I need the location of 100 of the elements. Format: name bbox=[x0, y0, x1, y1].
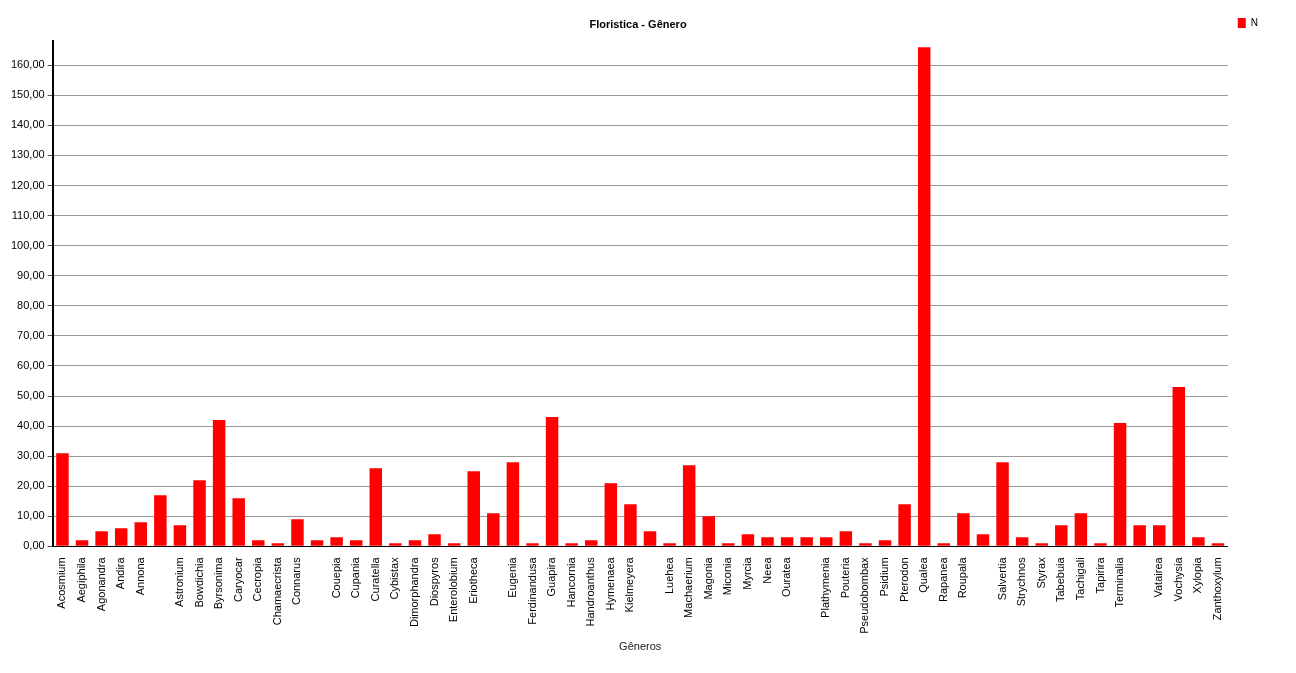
x-tick-label: Tapirira bbox=[1093, 556, 1106, 594]
x-tick-label: Tachigali bbox=[1073, 557, 1086, 601]
bar bbox=[212, 420, 226, 546]
y-tick-label: 0,00 bbox=[23, 539, 45, 552]
bar bbox=[252, 540, 265, 546]
x-tick-label: Guapira bbox=[545, 556, 558, 597]
bar bbox=[917, 47, 931, 546]
x-tick-label: Pseudobombax bbox=[858, 556, 871, 634]
bar bbox=[702, 516, 715, 546]
x-tick-label: Cybistax bbox=[388, 556, 401, 600]
x-tick-label: Dimorphandra bbox=[408, 556, 421, 628]
bar bbox=[134, 522, 148, 546]
bar bbox=[173, 525, 187, 546]
bar bbox=[976, 534, 990, 546]
bar bbox=[1074, 513, 1088, 546]
x-tick-label: Xylopia bbox=[1191, 556, 1204, 594]
bar bbox=[271, 543, 285, 546]
bar bbox=[937, 543, 951, 546]
x-tick-label: Tabebuia bbox=[1054, 556, 1067, 603]
x-tick-label: Cupania bbox=[349, 556, 362, 599]
chart-title: Floristica - Gênero bbox=[589, 17, 687, 30]
y-tick-label: 30,00 bbox=[17, 449, 45, 462]
bar bbox=[761, 537, 774, 546]
x-tick-label: Aegiphila bbox=[75, 556, 88, 603]
x-tick-label: Hancornia bbox=[564, 556, 577, 608]
y-tick-label: 120,00 bbox=[10, 178, 45, 191]
y-tick-label: 140,00 bbox=[10, 118, 45, 131]
y-tick-label: 90,00 bbox=[17, 268, 45, 281]
x-tick-label: Handroanthus bbox=[584, 556, 597, 627]
legend-label: N bbox=[1250, 16, 1259, 28]
x-tick-label: Eugenia bbox=[505, 556, 518, 598]
x-tick-label: Neea bbox=[760, 556, 773, 584]
y-tick-label: 60,00 bbox=[17, 358, 45, 371]
bar bbox=[859, 543, 872, 546]
y-tick-label: 40,00 bbox=[17, 419, 45, 432]
bar bbox=[780, 537, 794, 546]
bar bbox=[1035, 543, 1048, 546]
y-tick-label: 110,00 bbox=[11, 208, 45, 221]
x-tick-label: Rapanea bbox=[936, 556, 949, 603]
bar bbox=[663, 543, 676, 546]
bar bbox=[643, 531, 657, 546]
bar bbox=[428, 534, 441, 546]
x-tick-label: Styrax bbox=[1034, 556, 1047, 589]
x-tick-label: Ferdinandusa bbox=[525, 556, 538, 625]
x-tick-label: Hymenaea bbox=[603, 556, 616, 611]
x-tick-label: Eriotheca bbox=[466, 556, 479, 604]
x-tick-label: Luehea bbox=[662, 556, 675, 595]
bar bbox=[232, 498, 245, 546]
x-tick-label: Roupala bbox=[956, 556, 969, 599]
x-tick-label: Astronium bbox=[172, 557, 185, 607]
x-tick-label: Bowdichia bbox=[192, 556, 205, 608]
x-tick-label: Byrsonima bbox=[212, 556, 225, 610]
bar bbox=[1094, 543, 1107, 546]
bar bbox=[349, 540, 363, 546]
bar bbox=[898, 504, 911, 546]
bar bbox=[1211, 543, 1225, 546]
bar bbox=[369, 468, 383, 546]
x-tick-label: Annona bbox=[133, 556, 146, 596]
bar bbox=[1172, 386, 1186, 546]
bar bbox=[624, 504, 637, 546]
x-tick-label: Kielmeyera bbox=[623, 556, 636, 613]
x-tick-label: Connarus bbox=[290, 556, 303, 606]
bar bbox=[1113, 423, 1127, 546]
x-tick-label: Andira bbox=[114, 556, 127, 590]
bar bbox=[741, 534, 755, 546]
bar bbox=[722, 543, 735, 546]
bar bbox=[193, 480, 206, 546]
bar bbox=[682, 465, 696, 546]
bar bbox=[114, 528, 128, 546]
x-tick-label: Enterolobium bbox=[447, 557, 460, 623]
bar bbox=[408, 540, 422, 546]
x-tick-label: Machaerium bbox=[682, 557, 695, 618]
bar bbox=[291, 519, 304, 546]
x-tick-label: Pouteria bbox=[838, 556, 851, 599]
x-tick-label: Magonia bbox=[701, 556, 714, 600]
x-tick-label: Vochysia bbox=[1171, 556, 1184, 602]
bar bbox=[1152, 525, 1166, 546]
bar bbox=[75, 540, 89, 546]
x-tick-label: Couepia bbox=[329, 556, 342, 599]
bar bbox=[545, 417, 559, 546]
bar bbox=[330, 537, 343, 546]
bar bbox=[878, 540, 892, 546]
x-tick-label: Pterodon bbox=[897, 557, 910, 603]
x-tick-label: Strychnos bbox=[1015, 556, 1028, 607]
y-tick-label: 80,00 bbox=[17, 298, 45, 311]
bar bbox=[56, 453, 69, 546]
bar bbox=[526, 543, 539, 546]
x-tick-label: Salvertia bbox=[995, 556, 1008, 601]
bar bbox=[565, 543, 578, 546]
bar bbox=[95, 531, 108, 546]
x-tick-label: Caryocar bbox=[231, 557, 244, 602]
bar bbox=[957, 513, 970, 546]
bar bbox=[389, 543, 402, 546]
y-tick-label: 150,00 bbox=[10, 88, 45, 101]
x-tick-label: Qualea bbox=[917, 556, 930, 593]
x-tick-label: Vatairea bbox=[1152, 556, 1165, 598]
x-tick-label: Chamaecrista bbox=[270, 556, 283, 626]
x-tick-label: Agonandra bbox=[94, 556, 107, 612]
bar bbox=[820, 537, 833, 546]
y-tick-label: 160,00 bbox=[10, 58, 45, 71]
